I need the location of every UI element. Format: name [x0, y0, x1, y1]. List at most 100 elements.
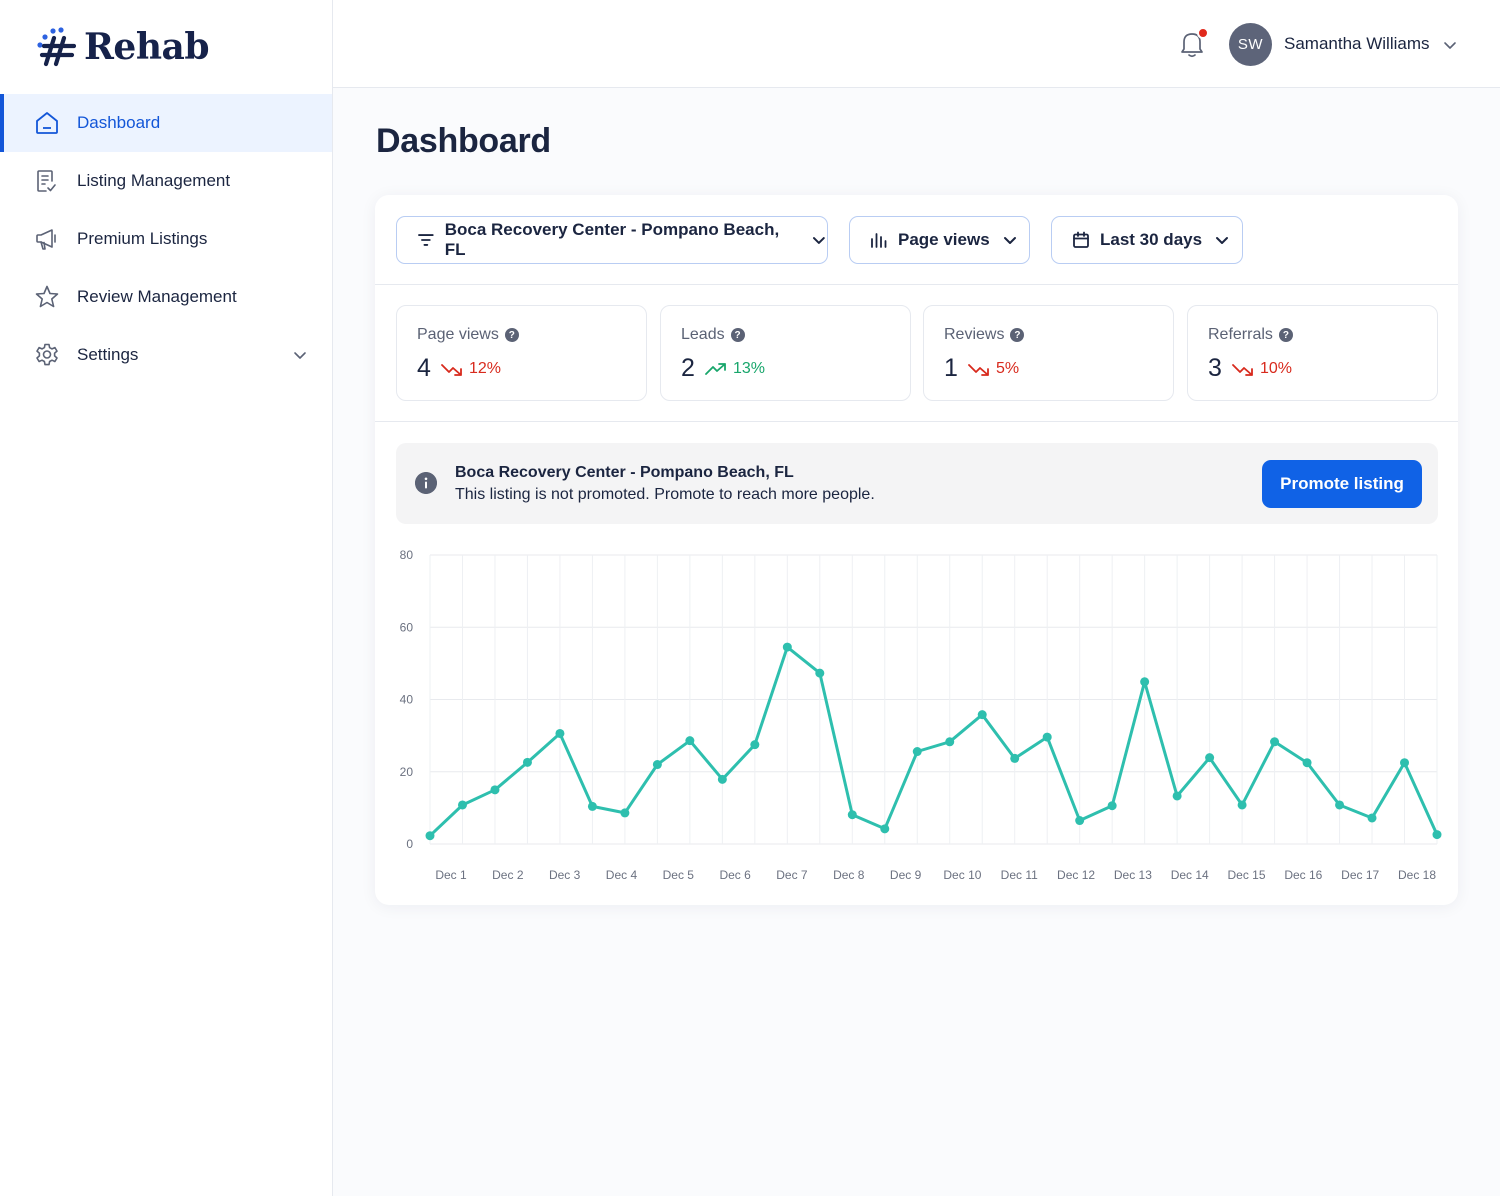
stat-value: 2: [681, 354, 695, 382]
data-point: [1010, 753, 1020, 763]
gear-icon: [34, 342, 60, 368]
y-tick-label: 0: [406, 837, 413, 851]
bell-icon[interactable]: [1178, 29, 1206, 59]
stat-value: 1: [944, 354, 958, 382]
trend-down-icon: [441, 364, 462, 376]
stat-trend: 5%: [968, 360, 1019, 378]
stat-change: 5%: [996, 360, 1020, 377]
facility-select[interactable]: Boca Recovery Center - Pompano Beach, FL: [396, 216, 828, 264]
x-tick-label: Dec 7: [776, 868, 808, 882]
y-tick-label: 80: [400, 548, 414, 562]
stat-label-wrap: Referrals ?: [1208, 326, 1293, 344]
page-title: Dashboard: [376, 122, 551, 160]
promotion-message: This listing is not promoted. Promote to…: [455, 486, 875, 503]
y-tick-label: 40: [400, 693, 414, 707]
data-point: [620, 808, 630, 818]
sidebar-item-premium-listings[interactable]: Premium Listings: [0, 210, 332, 268]
promotion-title: Boca Recovery Center - Pompano Beach, FL: [455, 464, 794, 481]
data-point: [1237, 800, 1247, 810]
data-point: [815, 668, 825, 678]
data-point: [490, 785, 500, 795]
x-tick-label: Dec 5: [663, 868, 695, 882]
user-name[interactable]: Samantha Williams: [1284, 34, 1430, 53]
data-point: [750, 740, 760, 750]
data-point: [1400, 758, 1410, 768]
data-point: [425, 831, 435, 841]
stat-change: 12%: [469, 360, 502, 377]
data-point: [1075, 816, 1085, 826]
data-point: [912, 747, 922, 757]
trend-down-icon: [968, 364, 989, 376]
facility-select-value: Boca Recovery Center - Pompano Beach, FL: [444, 220, 780, 259]
x-tick-label: Dec 8: [833, 868, 865, 882]
dashboard-card: Boca Recovery Center - Pompano Beach, FL…: [375, 195, 1458, 905]
stat-label: Page views: [417, 326, 499, 343]
date-range-select[interactable]: Last 30 days: [1051, 216, 1243, 264]
data-point: [1042, 732, 1052, 742]
x-tick-label: Dec 16: [1284, 868, 1322, 882]
x-tick-label: Dec 10: [943, 868, 981, 882]
help-icon[interactable]: ?: [730, 328, 745, 342]
sidebar: Rehab Dashboard Listing Management Premi…: [0, 0, 333, 1196]
sidebar-item-label: Premium Listings: [77, 229, 208, 248]
help-icon[interactable]: ?: [1278, 328, 1293, 342]
x-tick-label: Dec 13: [1114, 868, 1152, 882]
data-point: [1367, 813, 1377, 823]
data-point: [847, 810, 857, 820]
x-tick-label: Dec 4: [606, 868, 638, 882]
info-icon: [415, 472, 437, 494]
data-point: [1172, 791, 1182, 801]
y-tick-label: 60: [400, 620, 414, 634]
brand-name: Rehab: [84, 26, 210, 68]
bar-chart-icon: [871, 233, 887, 248]
avatar[interactable]: SW: [1229, 23, 1272, 66]
stats-row: Page views ? 4 12% Leads ? 2 13% Reviews: [375, 286, 1458, 422]
data-point: [685, 736, 695, 746]
data-point: [1335, 800, 1345, 810]
chevron-down-icon[interactable]: [292, 347, 308, 363]
x-tick-label: Dec 2: [492, 868, 524, 882]
data-point: [652, 760, 662, 770]
logo[interactable]: Rehab: [34, 26, 210, 68]
stat-label-wrap: Page views ?: [417, 326, 519, 344]
x-tick-label: Dec 1: [435, 868, 467, 882]
stat-value: 4: [417, 354, 431, 382]
x-tick-label: Dec 15: [1228, 868, 1266, 882]
stat-trend: 12%: [441, 360, 501, 378]
page-views-line-chart: 0 20 40 60 80 Dec 1 Dec 2 Dec 3 Dec 4 Dec 5 Dec 6 D…: [400, 548, 1442, 882]
sidebar-item-listing-management[interactable]: Listing Management: [0, 152, 332, 210]
stat-label: Reviews: [944, 326, 1005, 343]
data-point: [1107, 801, 1117, 811]
promote-listing-button[interactable]: Promote listing: [1262, 460, 1422, 508]
chevron-down-icon[interactable]: [1442, 37, 1458, 53]
x-tick-label: Dec 18: [1398, 868, 1436, 882]
sidebar-item-label: Settings: [77, 345, 139, 364]
megaphone-icon: [34, 226, 60, 252]
x-tick-label: Dec 9: [890, 868, 922, 882]
star-icon: [34, 284, 60, 310]
data-point: [1302, 758, 1312, 768]
data-point: [880, 824, 890, 834]
x-tick-label: Dec 11: [1001, 868, 1038, 882]
stat-change: 10%: [1260, 360, 1293, 377]
help-icon[interactable]: ?: [504, 328, 519, 342]
metric-select[interactable]: Page views: [849, 216, 1030, 264]
sidebar-item-dashboard[interactable]: Dashboard: [0, 94, 332, 152]
sidebar-item-label: Listing Management: [77, 171, 231, 190]
x-tick-label: Dec 6: [719, 868, 751, 882]
stat-card-reviews: Reviews ? 1 5%: [923, 305, 1174, 401]
data-point: [457, 800, 467, 810]
data-point: [1140, 677, 1150, 687]
stat-card-leads: Leads ? 2 13%: [660, 305, 911, 401]
help-icon[interactable]: ?: [1010, 328, 1025, 342]
chevron-down-icon: [1216, 237, 1229, 244]
sidebar-item-review-management[interactable]: Review Management: [0, 268, 332, 326]
sidebar-item-settings[interactable]: Settings: [0, 326, 332, 384]
home-icon: [34, 110, 60, 136]
stat-label: Referrals: [1208, 326, 1273, 343]
calendar-icon: [1073, 231, 1089, 248]
top-bar: SW Samantha Williams: [333, 0, 1500, 88]
stat-trend: 13%: [705, 360, 765, 378]
sidebar-nav: Dashboard Listing Management Premium Lis…: [0, 94, 332, 384]
data-point: [782, 642, 792, 652]
